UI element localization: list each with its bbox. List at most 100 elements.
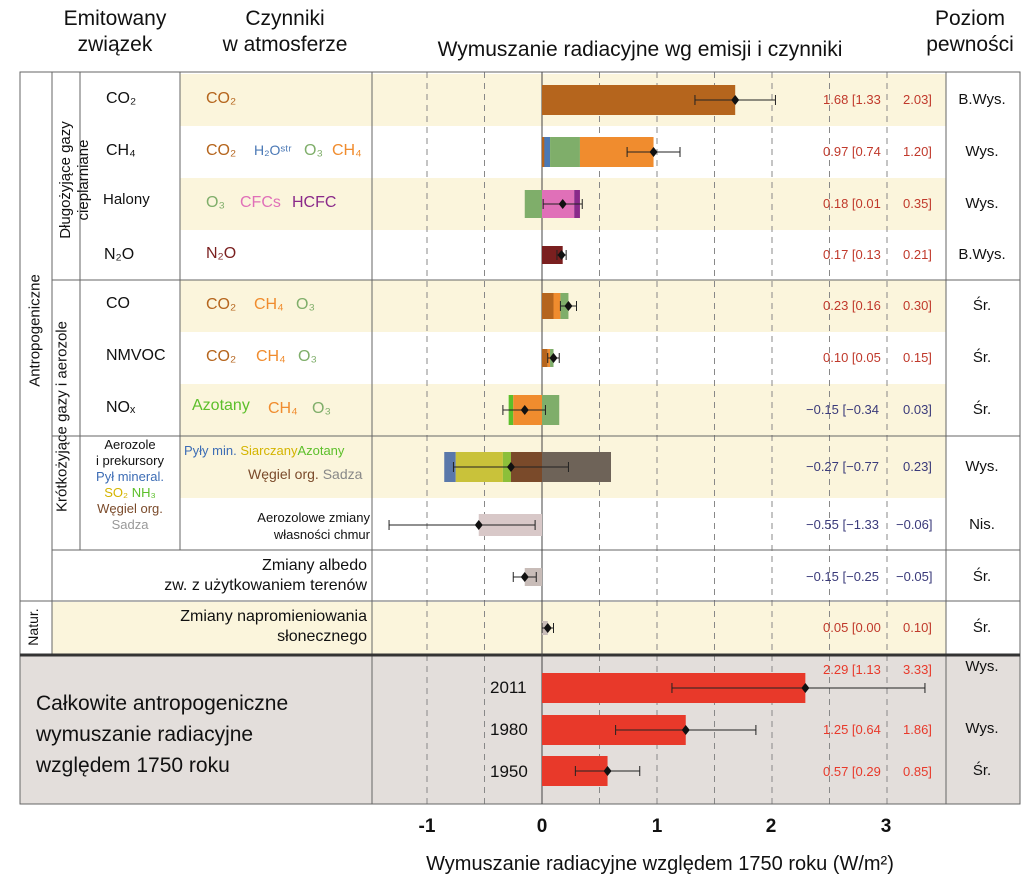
driver-label: CH₄ — [332, 142, 362, 159]
bar-segment — [542, 395, 560, 425]
cloud-label-line1: Aerozolowe zmiany — [257, 510, 370, 525]
total-value-upper: 3.33] — [903, 662, 932, 677]
header-emitted: Emitowany związek — [40, 6, 190, 58]
driver-nitrate: Azotany — [297, 443, 345, 458]
cloud-label: Aerozolowe zmiany własności chmur — [200, 509, 370, 543]
confidence-level: Śr. — [972, 568, 992, 585]
header-emitted-line2: związek — [77, 33, 153, 56]
value-best-range: 0.05 [0.00 — [823, 620, 881, 635]
tick-minus1: -1 — [418, 816, 436, 837]
albedo-label: Zmiany albedo zw. z użytkowaniem terenów — [60, 556, 367, 596]
confidence-level: Wys. — [965, 458, 999, 475]
emitted-nmvoc: NMVOC — [106, 347, 166, 364]
bar-segment — [542, 293, 554, 319]
row-background — [52, 602, 180, 654]
aerosol-drivers-line2: Węgiel org. Sadza — [248, 466, 362, 482]
driver-label: Azotany — [192, 397, 250, 414]
best-estimate-marker — [603, 766, 612, 776]
year-2011: 2011 — [490, 678, 527, 697]
driver-sulphate: Siarczany — [240, 443, 298, 458]
year-1950: 1950 — [490, 762, 528, 781]
driver-label: CH₄ — [254, 296, 284, 313]
driver-label: O₃ — [298, 348, 317, 365]
x-axis-label: Wymuszanie radiacyjne względem 1750 roku… — [426, 853, 894, 875]
confidence-level: Wys. — [965, 195, 999, 212]
total-label: Całkowite antropogeniczne wymuszanie rad… — [36, 688, 366, 781]
driver-label: CO₂ — [206, 296, 237, 313]
best-estimate-marker — [543, 623, 552, 633]
best-estimate-marker — [649, 147, 658, 157]
row-background — [180, 602, 946, 654]
emitted-nox: NOₓ — [106, 399, 136, 416]
bar-segment — [542, 246, 563, 264]
driver-bc: Sadza — [322, 466, 363, 482]
driver-label: O₃ — [312, 400, 331, 417]
driver-organic: Węgiel org. — [248, 466, 319, 482]
row-background — [180, 498, 946, 552]
group-natural-label: Natur. — [25, 608, 41, 646]
row-background — [52, 552, 180, 602]
value-upper: 2.03] — [903, 92, 932, 107]
driver-label: O₃ — [296, 296, 315, 313]
row-background — [180, 332, 946, 384]
best-estimate-marker — [520, 572, 529, 582]
header-confidence-line2: pewności — [926, 33, 1014, 56]
total-confidence: Wys. — [965, 720, 999, 737]
value-best-range: −0.15 [−0.25 — [806, 569, 880, 584]
total-value-upper: 1.86] — [903, 722, 932, 737]
header-confidence: Poziom pewności — [918, 6, 1022, 58]
header-drivers-line2: w atmosferze — [222, 33, 348, 56]
confidence-level: Śr. — [972, 401, 992, 418]
emitted-co: CO — [106, 295, 130, 312]
albedo-label-line2: zw. z użytkowaniem terenów — [164, 577, 367, 594]
best-estimate-marker — [564, 301, 573, 311]
group-long-lived-text: Długożyjące gazy cieplarniane — [57, 121, 92, 239]
driver-label: CO₂ — [206, 90, 237, 107]
best-estimate-marker — [520, 405, 529, 415]
total-label-line3: względem 1750 roku — [36, 754, 230, 777]
table-border — [19, 71, 1021, 805]
row-background — [180, 552, 946, 602]
tick-3: 3 — [880, 816, 892, 837]
group-long-lived-label: Długożyjące gazy cieplarniane — [57, 85, 93, 275]
best-estimate-marker — [801, 683, 810, 693]
total-label-line1: Całkowite antropogeniczne — [36, 692, 289, 715]
value-upper: 0.23] — [903, 459, 932, 474]
aerosol-line3: Pył mineral. — [96, 469, 164, 484]
driver-label: CH₄ — [268, 400, 298, 417]
value-upper: 0.30] — [903, 298, 932, 313]
best-estimate-marker — [557, 250, 566, 260]
value-upper: −0.06] — [896, 517, 933, 532]
emitted-ch4: CH₄ — [106, 142, 136, 159]
best-estimate-marker — [681, 725, 690, 735]
value-best-range: 0.10 [0.05 — [823, 350, 881, 365]
driver-label: N₂O — [206, 245, 237, 262]
best-estimate-marker — [506, 462, 515, 472]
total-confidence: Wys. — [965, 658, 999, 675]
driver-label: O₃ — [304, 142, 323, 159]
bar-segment — [444, 452, 456, 482]
best-estimate-marker — [731, 95, 740, 105]
header-emitted-line1: Emitowany — [63, 7, 167, 30]
solar-label-line1: Zmiany napromieniowania — [180, 608, 367, 625]
bar-segment — [553, 293, 561, 319]
driver-label: CO₂ — [206, 348, 237, 365]
value-best-range: 0.97 [0.74 — [823, 144, 881, 159]
value-best-range: −0.55 [−1.33 — [806, 517, 880, 532]
year-1980: 1980 — [490, 720, 528, 739]
driver-label: CFCs — [240, 194, 281, 211]
bar-segment — [542, 349, 548, 367]
total-value-range: 1.25 [0.64 — [823, 722, 881, 737]
tick-0: 0 — [536, 816, 548, 837]
value-best-range: −0.15 [−0.34 — [806, 402, 880, 417]
header-drivers-line1: Czynniki — [245, 7, 325, 30]
confidence-level: Śr. — [972, 619, 992, 636]
total-value-range: 2.29 [1.13 — [823, 662, 881, 677]
driver-label: HCFC — [292, 194, 337, 211]
best-estimate-marker — [474, 520, 483, 530]
best-estimate-marker — [558, 199, 567, 209]
emitted-co2: CO₂ — [106, 90, 137, 107]
value-upper: 0.15] — [903, 350, 932, 365]
aerosol-emitted-block: Aerozole i prekursory Pył mineral. SO₂ N… — [82, 437, 178, 533]
cloud-label-line2: własności chmur — [273, 527, 370, 542]
